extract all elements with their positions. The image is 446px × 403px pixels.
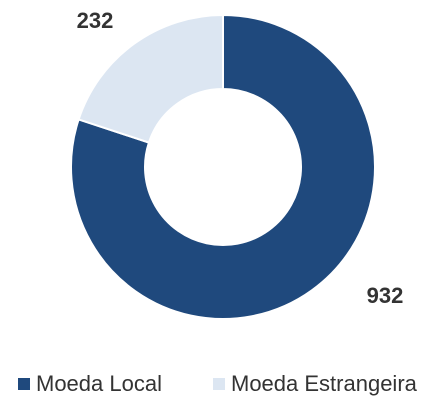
donut-slice <box>70 13 376 320</box>
legend-swatch <box>18 378 30 390</box>
data-label: 232 <box>77 8 114 33</box>
legend-label: Moeda Local <box>36 371 162 396</box>
legend-label: Moeda Estrangeira <box>231 371 418 396</box>
donut-slice <box>77 13 224 144</box>
legend-swatch <box>213 378 225 390</box>
data-label: 932 <box>367 283 404 308</box>
